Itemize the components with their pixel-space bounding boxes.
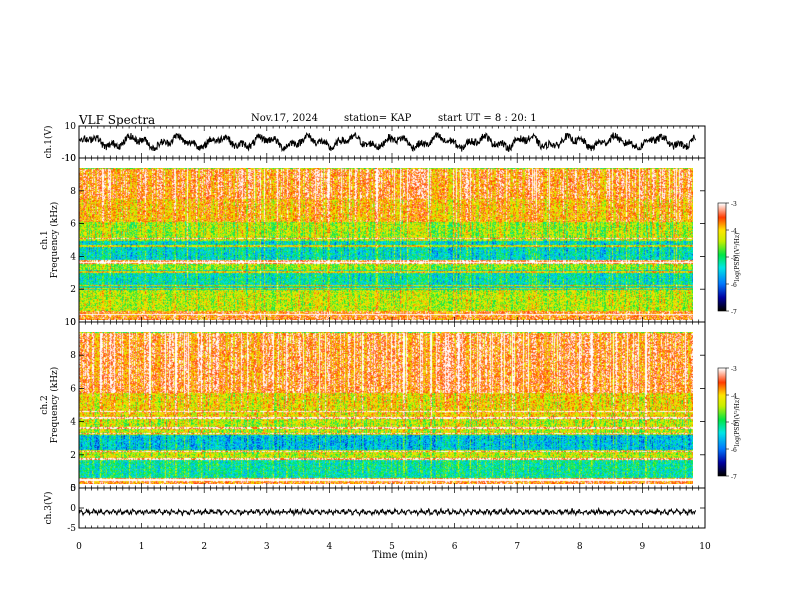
date-label: Nov.17, 2024 — [251, 113, 318, 124]
ch3-ylabel: ch.3(V) — [43, 492, 54, 525]
ch1-colorbar-tick-label: -6 — [731, 282, 737, 289]
ch1-waveform-line — [78, 131, 697, 153]
spec2-y-tick-label: 10 — [65, 318, 77, 328]
ch3-y-tick-label: -5 — [67, 524, 76, 534]
spec1-y-tick-label: 0 — [70, 318, 76, 328]
spec1-y-tick-label: 4 — [70, 252, 76, 262]
ch2-colorbar-tick-label: -5 — [731, 420, 737, 427]
x-tick-label: 6 — [452, 542, 458, 552]
spec2-ylabel: Frequency (kHz) — [49, 367, 60, 444]
spec1-ylabel: Frequency (kHz) — [49, 202, 60, 279]
spec2-ylabel-ch: ch.2 — [40, 395, 50, 414]
spec1-y-tick-label: 2 — [70, 285, 76, 295]
ch1-colorbar-image — [718, 203, 726, 311]
start-time-label: start UT = 8 : 20: 1 — [438, 113, 537, 124]
spec1-y-tick-label: 6 — [70, 220, 76, 230]
chart-title: VLF Spectra — [79, 113, 156, 127]
x-tick-label: 7 — [514, 542, 520, 552]
ch1-spectrogram-image — [79, 168, 693, 320]
x-tick-label: 10 — [699, 542, 711, 552]
ch1-colorbar-tick-label: -7 — [731, 309, 737, 316]
spec1-y-tick-label: 10 — [65, 154, 77, 164]
ch1-ylabel: ch.1(V) — [43, 126, 54, 159]
ch1-colorbar-tick-label: -5 — [731, 255, 737, 262]
x-tick-label: 1 — [139, 542, 145, 552]
spec2-y-tick-label: 6 — [70, 384, 76, 394]
spec1-ylabel-ch: ch.1 — [40, 230, 50, 249]
ch2-spectrogram-image — [79, 332, 693, 484]
x-tick-label: 5 — [389, 542, 395, 552]
panel-frame — [78, 487, 706, 529]
ch2-colorbar-tick-label: -3 — [731, 366, 737, 373]
ch1-colorbar-tick-label: -3 — [731, 201, 737, 208]
spec2-y-tick-label: 0 — [70, 484, 76, 494]
ch1-y-tick-label: 10 — [65, 122, 77, 132]
ch2-colorbar-image — [718, 368, 726, 476]
ch3-y-tick-label: 5 — [70, 484, 76, 494]
x-tick-label: 0 — [76, 542, 82, 552]
spec2-y-tick-label: 4 — [70, 418, 76, 428]
ch3-y-tick-label: 0 — [70, 504, 76, 514]
x-tick-label: 9 — [640, 542, 646, 552]
x-tick-label: 4 — [327, 542, 333, 552]
x-axis-label: Time (min) — [372, 550, 427, 561]
ch2-colorbar-tick-label: -6 — [731, 447, 737, 454]
ch2-colorbar-tick-label: -4 — [731, 393, 737, 400]
spec2-y-tick-label: 8 — [70, 351, 76, 361]
ch1-colorbar-tick-label: -4 — [731, 228, 737, 235]
ch1-colorbar-label: log(PSD)(V²/Hz) — [734, 233, 741, 282]
x-tick-label: 3 — [264, 542, 270, 552]
spec1-y-tick-label: 8 — [70, 187, 76, 197]
station-label: station= KAP — [344, 113, 412, 124]
ch1-y-tick-label: -10 — [62, 154, 77, 164]
ch2-colorbar-tick-label: -7 — [731, 474, 737, 481]
ch2-colorbar-label: log(PSD)(V²/Hz) — [734, 398, 741, 447]
x-tick-label: 2 — [201, 542, 207, 552]
spec2-y-tick-label: 2 — [70, 451, 76, 461]
x-tick-label: 8 — [577, 542, 583, 552]
ch3-waveform-line — [78, 506, 697, 517]
